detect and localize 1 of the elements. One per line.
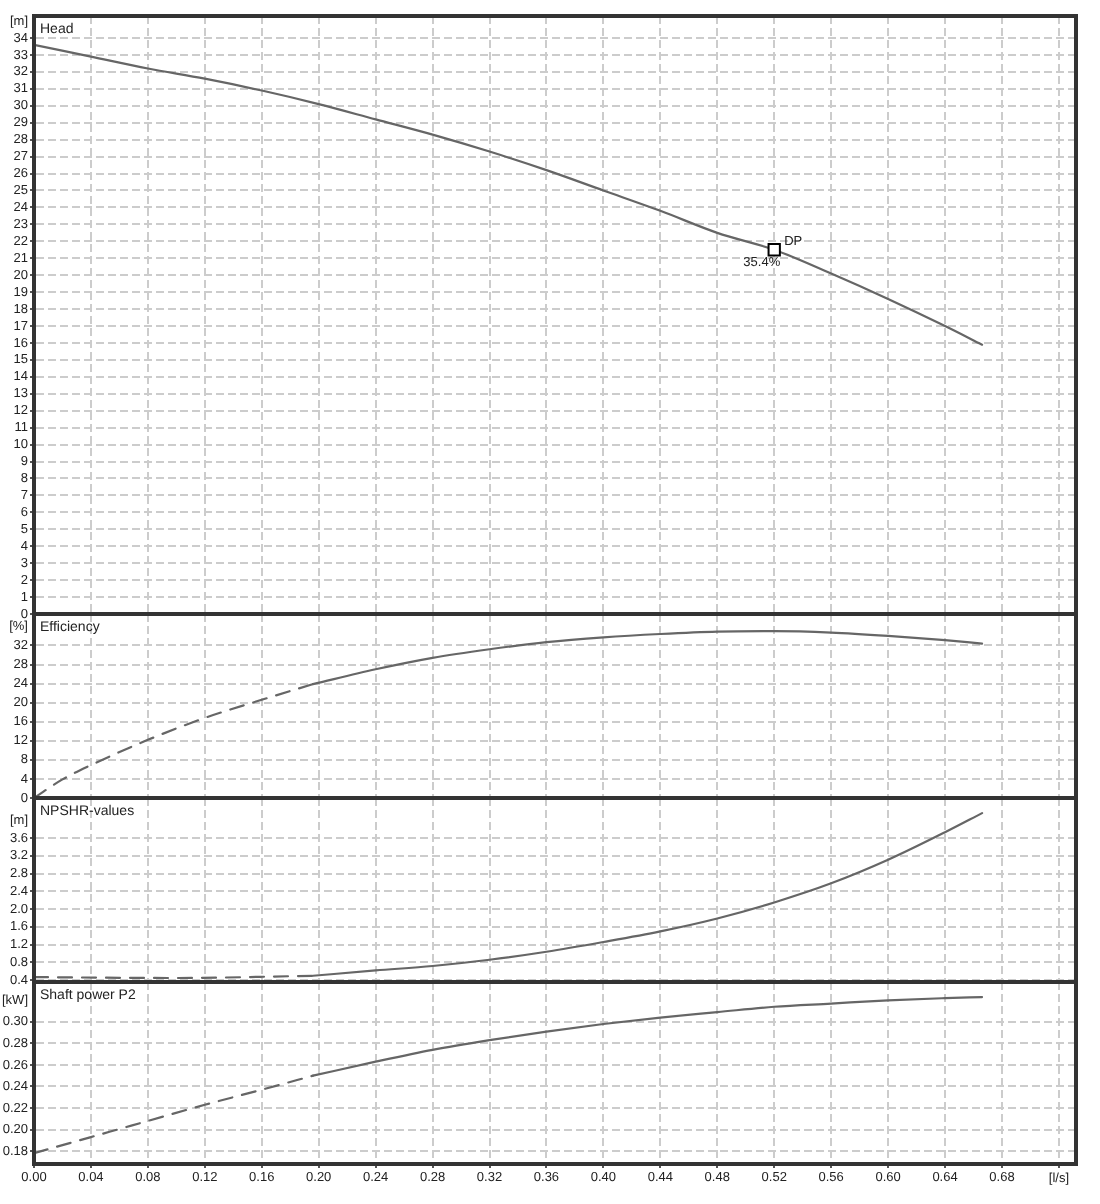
line-series — [34, 43, 984, 346]
